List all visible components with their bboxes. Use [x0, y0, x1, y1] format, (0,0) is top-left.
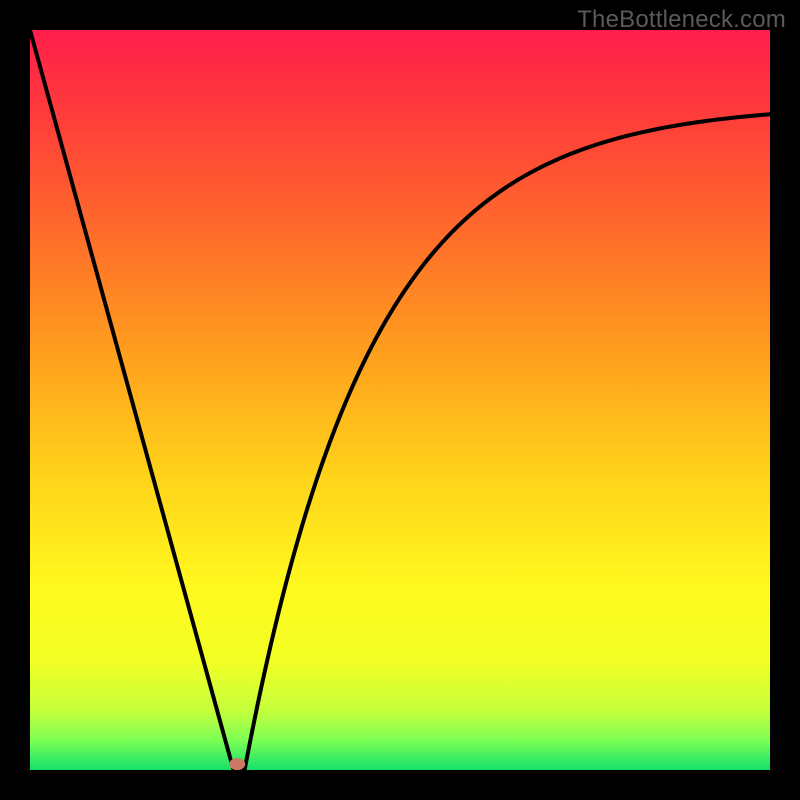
chart-canvas: { "watermark": { "text": "TheBottleneck.… — [0, 0, 800, 800]
bottleneck-chart — [0, 0, 800, 800]
plot-background — [30, 30, 770, 770]
minimum-marker — [229, 758, 245, 770]
watermark-text: TheBottleneck.com — [577, 6, 786, 34]
